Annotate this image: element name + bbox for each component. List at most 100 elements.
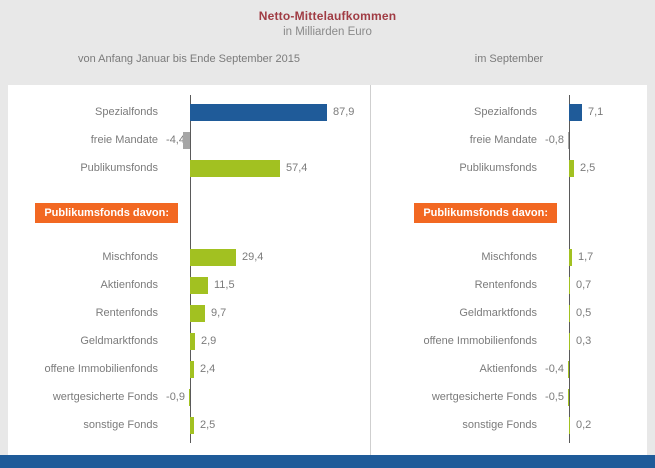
bar — [569, 332, 570, 350]
bar — [569, 248, 572, 266]
bar — [568, 360, 569, 378]
bar — [569, 103, 582, 121]
bar-value: 1,7 — [578, 251, 594, 263]
bar — [568, 388, 569, 406]
bar-label: sonstige Fonds — [83, 419, 158, 431]
bar-zone: 0,5 — [569, 304, 647, 322]
bar-row: Geldmarktfonds 2,9 — [8, 327, 370, 355]
bar-zone: 11,5 — [190, 276, 370, 294]
bar-zone — [183, 131, 370, 149]
bar-value: 0,2 — [576, 419, 592, 431]
footer-bar — [0, 455, 655, 468]
bar-value: 0,5 — [576, 307, 592, 319]
bar-label: freie Mandate — [469, 134, 537, 146]
badge-row: Publikumsfonds davon: — [371, 182, 557, 243]
bar-negative-value: -0,5 — [545, 391, 564, 403]
bar-value: 2,5 — [200, 419, 216, 431]
bar-row: sonstige Fonds 0,2 — [371, 411, 647, 439]
bar — [183, 131, 190, 149]
bar-label: wertgesicherte Fonds — [431, 391, 537, 403]
bar-zone: 1,7 — [569, 248, 647, 266]
bar-negative-value: -0,4 — [545, 363, 564, 375]
bar-row: Aktienfonds 11,5 — [8, 271, 370, 299]
bar-label: Rentenfonds — [95, 307, 158, 319]
bar-row: Spezialfonds 7,1 — [371, 98, 647, 126]
bar-row: offene Immobilienfonds 2,4 — [8, 355, 370, 383]
bar-zone: 29,4 — [190, 248, 370, 266]
left-panel-title: von Anfang Januar bis Ende September 201… — [78, 53, 300, 65]
bar-row: Mischfonds 1,7 — [371, 243, 647, 271]
bar — [190, 103, 327, 121]
bar-label: freie Mandate — [90, 134, 158, 146]
bar-zone — [189, 388, 370, 406]
bar-value: 11,5 — [214, 279, 235, 291]
bar-value: 2,5 — [580, 162, 596, 174]
bar — [190, 360, 194, 378]
group-badge: Publikumsfonds davon: — [35, 202, 178, 223]
bar-negative-value: -0,9 — [166, 391, 185, 403]
right-panel-title: im September — [474, 53, 544, 65]
bar-zone: 0,3 — [569, 332, 647, 350]
bar-label: sonstige Fonds — [462, 419, 537, 431]
bar-row: Spezialfonds 87,9 — [8, 98, 370, 126]
bar-row: freie Mandate -4,4 — [8, 126, 370, 154]
bar-zone: 2,5 — [569, 159, 647, 177]
bar-label: Geldmarktfonds — [459, 307, 537, 319]
bar — [190, 304, 205, 322]
bar-value: 57,4 — [286, 162, 308, 174]
bar-label: Spezialfonds — [474, 106, 537, 118]
bar — [190, 159, 280, 177]
bar — [190, 416, 194, 434]
bar-value: 7,1 — [588, 106, 604, 118]
bar-row: Rentenfonds 0,7 — [371, 271, 647, 299]
bar-value: 9,7 — [211, 307, 227, 319]
axis-line — [190, 95, 191, 443]
bar-negative-value: -0,8 — [545, 134, 564, 146]
bar-zone: 2,5 — [190, 416, 370, 434]
axis-line — [569, 95, 570, 443]
bar-label: Rentenfonds — [474, 279, 537, 291]
bar — [190, 276, 208, 294]
bar — [189, 388, 190, 406]
bar-row: Mischfonds 29,4 — [8, 243, 370, 271]
group-badge: Publikumsfonds davon: — [414, 202, 557, 223]
bar-label: offene Immobilienfonds — [44, 363, 158, 375]
chart-header: Netto-Mittelaufkommen in Milliarden Euro… — [0, 0, 655, 85]
bar-row: Publikumsfonds 57,4 — [8, 154, 370, 182]
bar — [190, 332, 195, 350]
panel-titles: von Anfang Januar bis Ende September 201… — [8, 53, 647, 65]
bar-zone — [568, 388, 647, 406]
panel-divider — [370, 85, 371, 455]
bar-label: Aktienfonds — [100, 279, 158, 291]
bar-row: Publikumsfonds 2,5 — [371, 154, 647, 182]
panel-ytd: Spezialfonds 87,9 freie Mandate -4,4 Publiku… — [8, 85, 370, 455]
bar-label: Publikumsfonds — [459, 162, 537, 174]
bar-row: wertgesicherte Fonds -0,9 — [8, 383, 370, 411]
bar-row: offene Immobilienfonds 0,3 — [371, 327, 647, 355]
page-title: Netto-Mittelaufkommen — [258, 9, 397, 23]
page-subtitle: in Milliarden Euro — [283, 26, 372, 38]
bar-value: 0,3 — [576, 335, 592, 347]
bar-label: Mischfonds — [481, 251, 537, 263]
bar-zone: 2,4 — [190, 360, 370, 378]
bar — [190, 248, 236, 266]
bar-zone: 0,2 — [569, 416, 647, 434]
bar — [569, 416, 570, 434]
bar-label: Spezialfonds — [95, 106, 158, 118]
bar-zone: 9,7 — [190, 304, 370, 322]
bar-value: 2,9 — [201, 335, 217, 347]
bar-value: 87,9 — [333, 106, 355, 118]
bar-zone — [568, 360, 647, 378]
bar — [569, 304, 570, 322]
bar-row: Aktienfonds -0,4 — [371, 355, 647, 383]
bar-label: wertgesicherte Fonds — [52, 391, 158, 403]
bar-zone — [568, 131, 647, 149]
chart-area: Spezialfonds 87,9 freie Mandate -4,4 Publiku… — [8, 85, 647, 455]
bar-value: 0,7 — [576, 279, 592, 291]
bar-label: Aktienfonds — [479, 363, 537, 375]
bar — [568, 131, 569, 149]
panel-september: Spezialfonds 7,1 freie Mandate -0,8 Publikum… — [371, 85, 647, 455]
bar-zone: 0,7 — [569, 276, 647, 294]
bar-negative-value: -4,4 — [166, 134, 185, 146]
bar-row: freie Mandate -0,8 — [371, 126, 647, 154]
